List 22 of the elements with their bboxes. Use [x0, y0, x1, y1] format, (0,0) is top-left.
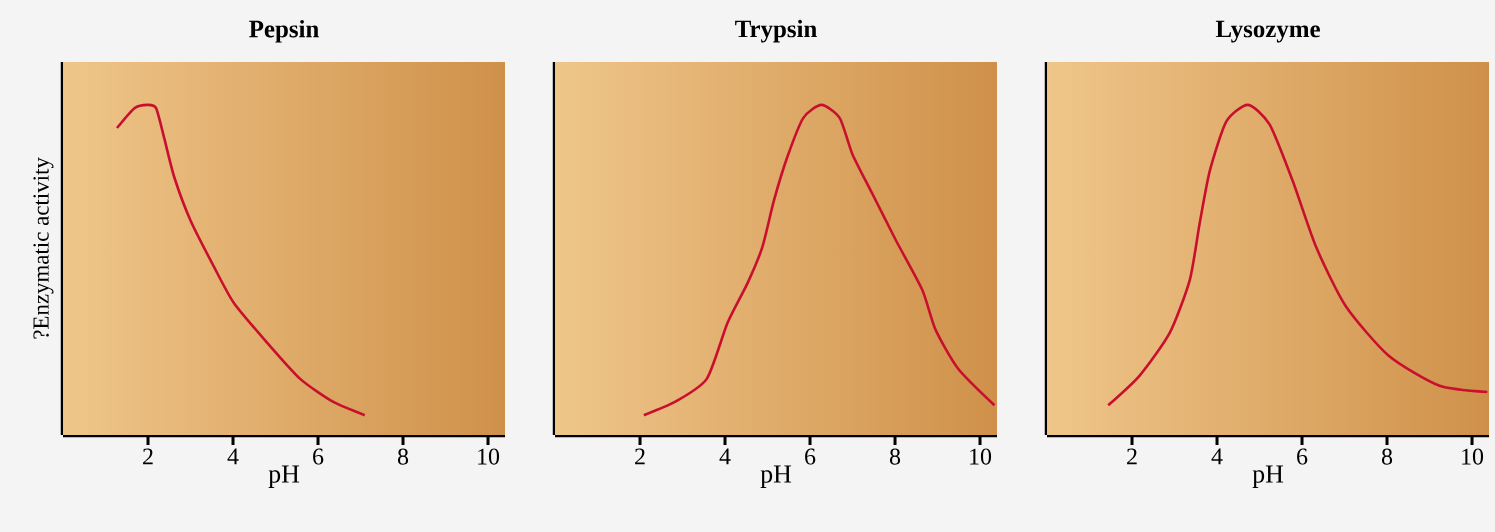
x-tick-label: 4: [719, 448, 731, 465]
chart-title: Lysozyme: [1215, 20, 1320, 43]
x-tick-label: 8: [1381, 448, 1393, 465]
x-tick-label: 8: [889, 448, 901, 465]
x-tick-label: 4: [227, 448, 239, 465]
x-axis-title: pH: [1252, 465, 1284, 488]
chart-title: Trypsin: [735, 19, 817, 43]
x-tick-label: 10: [970, 448, 992, 465]
x-tick-label: 10: [1462, 448, 1484, 465]
x-tick-label: 2: [635, 448, 645, 465]
y-axis-title: ?Enzymatic activity: [33, 157, 54, 339]
x-tick-label: 6: [313, 448, 324, 465]
x-axis-title: pH: [760, 465, 792, 488]
x-tick-label: 4: [1211, 448, 1223, 465]
chart-title: Pepsin: [249, 19, 319, 43]
x-tick-label: 2: [1127, 448, 1137, 465]
x-tick-label: 10: [478, 448, 500, 465]
x-tick-label: 6: [805, 448, 816, 465]
x-axis-title: pH: [268, 465, 300, 488]
x-tick-label: 2: [143, 448, 153, 465]
x-tick-label: 8: [397, 448, 409, 465]
x-tick-label: 6: [1297, 448, 1308, 465]
